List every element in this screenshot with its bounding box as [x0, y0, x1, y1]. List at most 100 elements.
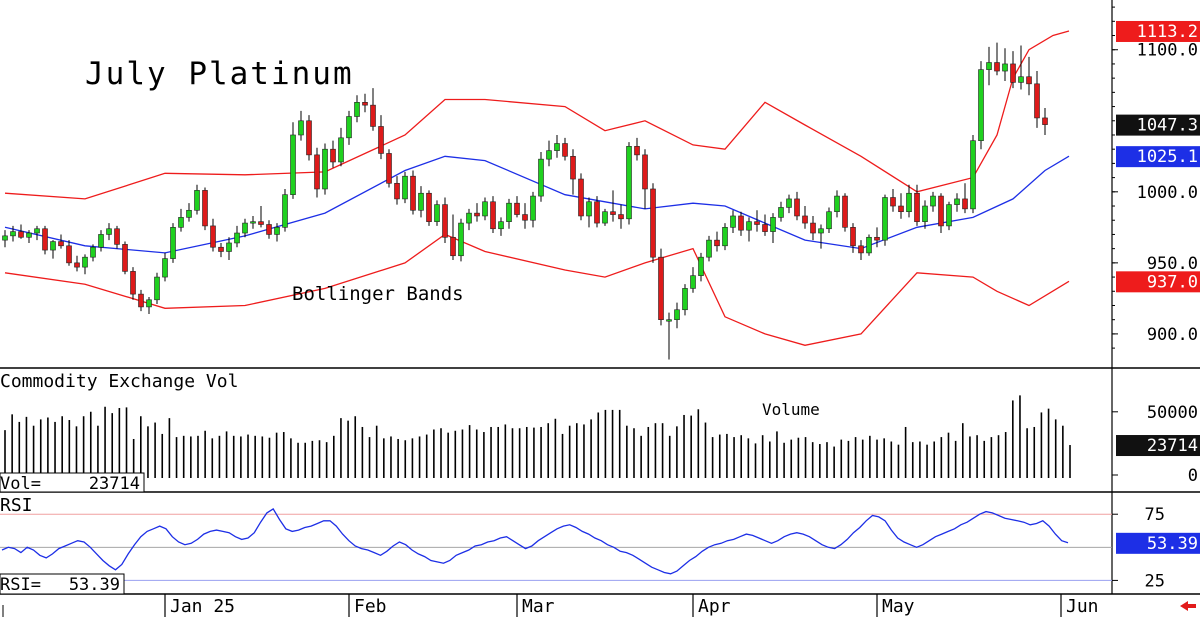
candle — [994, 42, 1000, 76]
candle — [970, 134, 976, 214]
candle — [570, 149, 576, 195]
chart-title: July Platinum — [85, 56, 354, 92]
candle — [682, 284, 688, 316]
candle-body-down — [898, 205, 904, 213]
candle — [962, 183, 968, 214]
candle — [586, 197, 592, 228]
candle-body-up — [154, 276, 160, 301]
candle — [738, 211, 744, 236]
candle — [266, 220, 272, 239]
candle — [666, 312, 672, 360]
candle — [530, 191, 536, 228]
candle-body-up — [674, 309, 680, 320]
volume-panel-title: Commodity Exchange Vol — [0, 371, 238, 392]
candle — [938, 193, 944, 234]
candle-body-down — [58, 241, 64, 247]
candle-body-down — [122, 244, 128, 272]
candle-body-up — [2, 235, 8, 241]
candle — [258, 206, 264, 228]
candle-body-up — [282, 194, 288, 228]
candle — [610, 190, 616, 222]
candle — [954, 193, 960, 212]
candle-body-up — [906, 192, 912, 213]
candle — [122, 241, 128, 275]
candle-body-down — [18, 231, 24, 238]
candle — [154, 272, 160, 305]
candle-body-up — [226, 242, 232, 252]
bb-upper-line — [4, 30, 1070, 200]
candle-body-up — [234, 232, 240, 244]
candle — [2, 230, 8, 248]
candle-body-up — [354, 102, 360, 117]
candle — [146, 296, 152, 315]
candle — [762, 214, 768, 236]
candle — [370, 88, 376, 131]
candle-body-down — [802, 215, 808, 224]
candle-body-up — [250, 221, 256, 224]
scroll-left-arrow-icon — [1180, 601, 1196, 611]
candle-body-up — [546, 150, 552, 160]
candle-body-up — [1018, 76, 1024, 83]
candle — [66, 240, 72, 266]
candle — [90, 244, 96, 262]
candle — [706, 235, 712, 262]
volume-badge — [1116, 435, 1200, 457]
candle — [194, 184, 200, 215]
candle-body-up — [458, 222, 464, 257]
candle — [490, 196, 496, 234]
candle — [618, 204, 624, 229]
candle-body-up — [34, 228, 40, 234]
candle — [714, 231, 720, 252]
rsi-tick-label: 25 — [1145, 571, 1165, 591]
rsi-panel — [0, 507, 1112, 581]
candle-body-down — [450, 236, 456, 257]
candle — [882, 194, 888, 246]
candle-body-up — [666, 319, 672, 322]
volume-readout-value: 23714 — [89, 474, 140, 494]
candle — [34, 225, 40, 241]
candle-body-down — [618, 214, 624, 220]
candle-body-down — [850, 227, 856, 247]
candle — [1042, 107, 1048, 135]
candle — [378, 115, 384, 160]
candle — [978, 61, 984, 150]
bb-lower-line — [4, 233, 1070, 346]
candle — [410, 170, 416, 215]
candle-body-down — [138, 293, 144, 308]
candle — [810, 215, 816, 241]
candle-body-up — [418, 192, 424, 211]
candle — [274, 223, 280, 242]
candle-body-up — [530, 195, 536, 221]
candle-body-up — [778, 207, 784, 218]
volume-badge-label: 23714 — [1147, 436, 1198, 456]
candle — [394, 176, 400, 205]
candle-body-up — [146, 299, 152, 308]
candle-body-down — [914, 192, 920, 222]
candle — [82, 254, 88, 275]
candle-body-down — [762, 224, 768, 232]
candle-body-up — [482, 201, 488, 217]
candle-body-up — [346, 116, 352, 139]
candle — [794, 191, 800, 221]
candle — [802, 206, 808, 229]
candle — [466, 208, 472, 231]
candle-body-up — [194, 190, 200, 211]
price-badge-label: 1025.1 — [1137, 147, 1198, 167]
candle — [626, 142, 632, 225]
candle — [674, 302, 680, 329]
candle — [826, 207, 832, 234]
candle — [506, 198, 512, 229]
candle — [578, 173, 584, 221]
volume-annotation: Volume — [762, 400, 820, 419]
candle — [10, 225, 16, 242]
candle-body-up — [930, 195, 936, 207]
candle-body-down — [634, 146, 640, 156]
candle — [418, 186, 424, 218]
candle-body-up — [586, 201, 592, 217]
candle — [778, 201, 784, 222]
candle-body-up — [498, 221, 504, 230]
candle — [770, 213, 776, 243]
candle-body-up — [602, 211, 608, 224]
candle — [786, 194, 792, 214]
candle-body-down — [610, 211, 616, 215]
